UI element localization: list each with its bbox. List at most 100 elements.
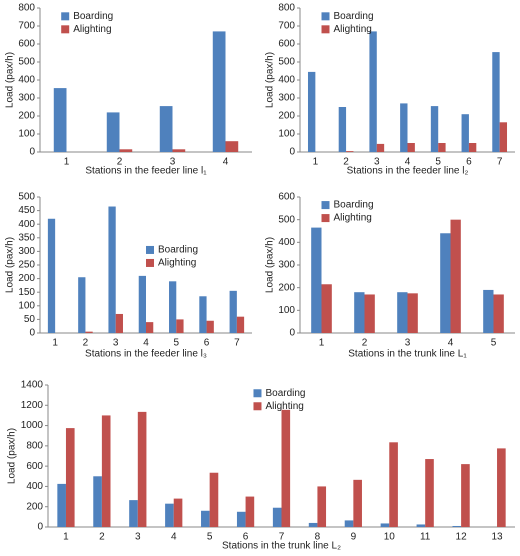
bar	[57, 483, 66, 527]
bar	[416, 524, 426, 527]
bar	[346, 151, 354, 152]
bar	[307, 71, 316, 152]
y-axis-label: Load (pax/h)	[265, 52, 276, 108]
bar	[119, 149, 133, 152]
bar	[468, 143, 477, 152]
bar	[376, 143, 385, 152]
y-tick-label: 500	[278, 214, 295, 225]
bar	[101, 415, 111, 527]
x-tick-label: 7	[279, 532, 285, 543]
bar	[236, 316, 245, 333]
y-tick-label: 200	[26, 501, 43, 512]
y-tick-label: 300	[18, 93, 35, 104]
x-tick-label: 3	[374, 157, 380, 168]
bar	[176, 319, 184, 333]
y-tick-label: 100	[278, 305, 295, 316]
x-tick-label: 10	[384, 532, 396, 543]
bar	[115, 313, 123, 333]
x-tick-label: 1	[52, 338, 58, 349]
bar	[281, 409, 291, 527]
bar	[499, 122, 508, 152]
y-tick-label: 100	[278, 129, 295, 140]
legend-label: Alighting	[73, 24, 111, 35]
legend-swatch	[146, 245, 154, 254]
legend-label: Boarding	[73, 11, 113, 22]
bar	[425, 459, 434, 527]
y-tick-label: 600	[18, 39, 35, 50]
y-tick-label: 600	[278, 39, 295, 50]
y-tick-label: 0	[289, 328, 295, 339]
bar	[492, 52, 500, 152]
y-tick-label: 200	[278, 111, 295, 122]
y-tick-label: 150	[18, 287, 35, 298]
y-tick-label: 100	[18, 300, 35, 311]
y-tick-label: 450	[18, 205, 35, 216]
bar	[138, 275, 146, 333]
legend-label: Boarding	[334, 11, 374, 22]
y-tick-label: 800	[26, 440, 43, 451]
y-tick-label: 400	[18, 219, 35, 230]
y-tick-label: 400	[278, 75, 295, 86]
x-tick-label: 5	[207, 532, 213, 543]
legend-swatch	[61, 25, 70, 34]
bar	[108, 206, 116, 333]
bar	[452, 525, 462, 527]
y-tick-label: 400	[26, 481, 43, 492]
bar	[236, 511, 246, 527]
legend-swatch	[253, 389, 262, 398]
legend-label: Alighting	[334, 24, 372, 35]
x-tick-label: 11	[420, 532, 431, 543]
x-axis-label: Stations in the feeder line l₃	[85, 349, 207, 360]
x-tick-label: 3	[405, 338, 411, 349]
x-tick-label: 2	[99, 532, 105, 543]
x-tick-label: 3	[135, 532, 141, 543]
y-tick-label: 800	[278, 3, 295, 14]
bar	[53, 88, 67, 152]
y-tick-label: 0	[289, 147, 295, 158]
y-tick-label: 700	[18, 21, 35, 32]
y-tick-label: 1000	[21, 420, 44, 431]
bar	[245, 496, 255, 527]
bar	[78, 277, 86, 333]
bar	[317, 486, 327, 527]
y-tick-label: 350	[18, 232, 35, 243]
bar	[461, 464, 470, 527]
bar	[229, 290, 237, 333]
legend-swatch	[321, 214, 330, 223]
bar	[400, 103, 408, 152]
bar	[225, 141, 239, 152]
bar	[173, 498, 183, 527]
bar	[438, 143, 446, 152]
y-tick-label: 400	[278, 237, 295, 248]
bar	[407, 143, 415, 152]
y-tick-label: 1400	[21, 380, 44, 391]
x-tick-label: 1	[313, 157, 319, 168]
legend-swatch	[321, 201, 330, 210]
y-tick-label: 0	[29, 328, 35, 339]
x-tick-label: 12	[456, 532, 468, 543]
bar	[407, 293, 418, 333]
x-tick-label: 4	[171, 532, 177, 543]
legend-swatch	[253, 402, 262, 411]
bar	[353, 479, 362, 527]
legend-label: Alighting	[158, 258, 196, 269]
bar	[272, 507, 282, 527]
x-tick-label: 5	[174, 338, 180, 349]
x-tick-label: 6	[243, 532, 249, 543]
bar	[397, 292, 408, 333]
y-tick-label: 300	[278, 260, 295, 271]
x-tick-label: 4	[405, 157, 411, 168]
bar	[364, 294, 375, 333]
bar	[389, 442, 398, 527]
legend-swatch	[321, 12, 330, 21]
y-tick-label: 700	[278, 21, 295, 32]
x-tick-label: 6	[466, 157, 472, 168]
bar	[440, 233, 451, 333]
legend-swatch	[146, 258, 154, 267]
bar	[129, 500, 138, 527]
x-tick-label: 3	[170, 157, 176, 168]
y-axis-label: Load (pax/h)	[265, 237, 276, 293]
bar	[47, 218, 56, 333]
bar	[497, 448, 506, 527]
